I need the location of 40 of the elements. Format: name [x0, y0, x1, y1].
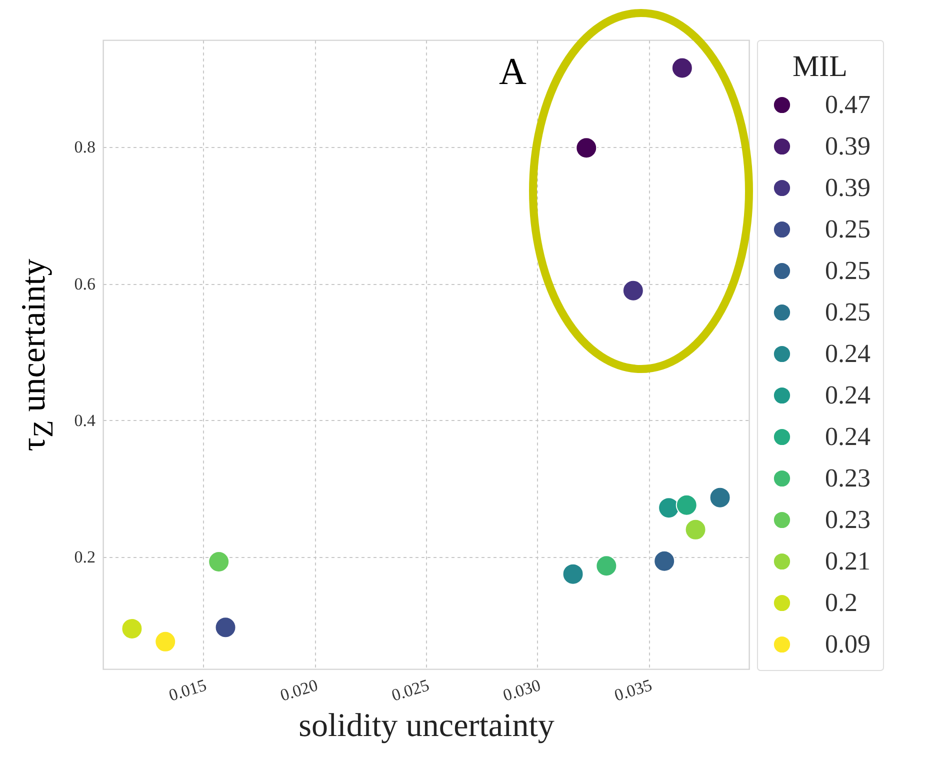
legend-label: 0.23 — [825, 505, 870, 534]
point — [654, 550, 676, 572]
y-tick-label: 0.8 — [74, 138, 96, 157]
point — [596, 555, 618, 577]
legend-label: 0.39 — [825, 132, 870, 160]
legend-label: 0.25 — [825, 256, 870, 285]
point — [576, 137, 598, 159]
point — [684, 518, 706, 540]
x-tick-label: 0.035 — [612, 676, 654, 705]
y-tick-label: 0.4 — [74, 410, 96, 430]
x-tick-label: 0.015 — [166, 676, 209, 705]
legend-label: 0.2 — [825, 588, 858, 617]
point — [658, 497, 680, 519]
point — [208, 551, 230, 573]
legend-label: 0.39 — [825, 173, 870, 202]
point — [676, 494, 698, 516]
legend-label: 0.25 — [825, 298, 870, 326]
x-tick-label: 0.020 — [278, 676, 320, 705]
y-tick-label: 0.6 — [74, 274, 96, 294]
point — [562, 563, 584, 585]
point — [154, 630, 176, 652]
legend-title: MIL — [792, 50, 848, 83]
legend-label: 0.47 — [825, 90, 870, 119]
point — [622, 280, 644, 302]
point — [671, 57, 693, 79]
point — [214, 616, 236, 638]
point — [121, 618, 143, 640]
legend-label: 0.24 — [825, 339, 870, 368]
legend-label: 0.23 — [825, 464, 870, 492]
x-tick-label: 0.025 — [389, 676, 432, 705]
y-tick-label: 0.2 — [74, 547, 96, 566]
legend-label: 0.21 — [825, 546, 870, 576]
annotation: A — [499, 50, 526, 94]
x-tick-label: 0.030 — [500, 676, 543, 705]
legend-label: 0.24 — [825, 380, 870, 410]
legend-label: 0.09 — [825, 630, 870, 658]
x-axis-title: solidity uncertainty — [298, 708, 555, 744]
legend-label: 0.25 — [825, 214, 870, 244]
point — [709, 486, 731, 508]
legend-label: 0.24 — [825, 422, 870, 451]
